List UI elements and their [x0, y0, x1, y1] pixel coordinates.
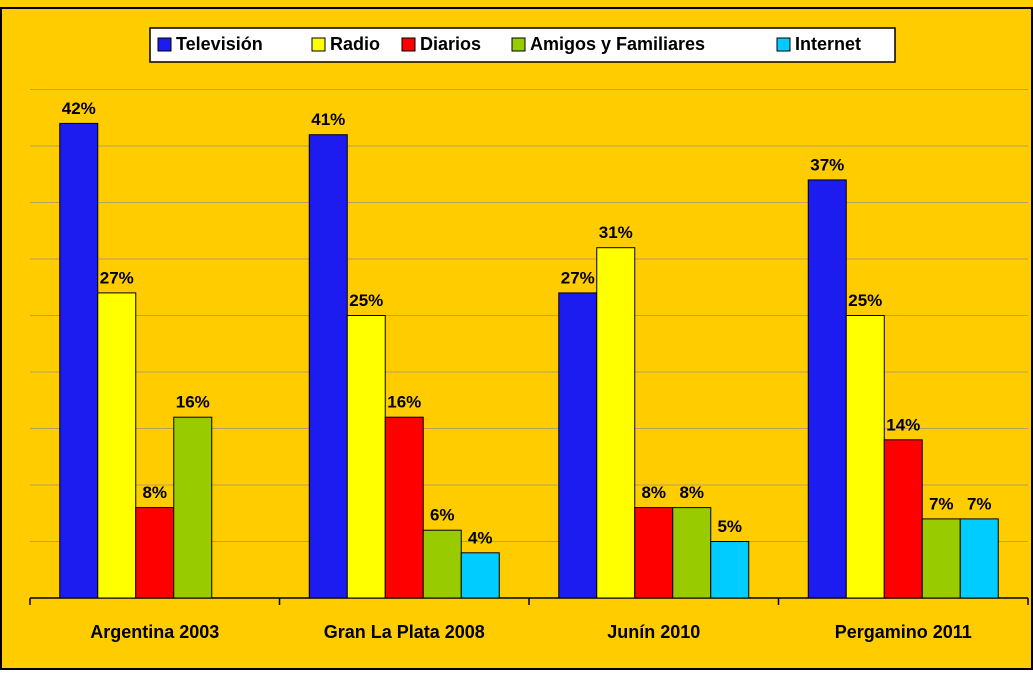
- legend-swatch: [311, 37, 326, 52]
- value-label: 37%: [810, 155, 844, 174]
- legend-swatch: [157, 37, 172, 52]
- bar: [460, 552, 500, 599]
- x-tick-label: Argentina 2003: [90, 622, 219, 642]
- bar: [883, 439, 923, 599]
- legend-label: Televisión: [176, 34, 263, 54]
- bar: [422, 529, 462, 599]
- bar: [921, 518, 961, 599]
- value-label: 16%: [387, 393, 421, 412]
- legend-label: Internet: [795, 34, 861, 54]
- bar: [97, 292, 137, 599]
- value-label: 6%: [430, 506, 455, 525]
- legend-swatch: [776, 37, 791, 52]
- bar: [672, 507, 712, 599]
- value-label: 8%: [142, 483, 167, 502]
- x-tick-label: Junín 2010: [607, 622, 700, 642]
- legend-swatch: [401, 37, 416, 52]
- value-label: 27%: [561, 268, 595, 287]
- x-tick-label: Pergamino 2011: [835, 622, 972, 642]
- value-label: 25%: [349, 291, 383, 310]
- bar: [634, 507, 674, 599]
- chart-border: [0, 7, 1033, 670]
- value-label: 42%: [62, 99, 96, 118]
- bar: [558, 292, 598, 599]
- value-label: 41%: [311, 110, 345, 129]
- bar: [135, 507, 175, 599]
- value-label: 16%: [176, 393, 210, 412]
- bar: [959, 518, 999, 599]
- value-label: 7%: [967, 494, 992, 513]
- legend-label: Amigos y Familiares: [530, 34, 705, 54]
- bar: [59, 122, 99, 599]
- bar: [845, 315, 885, 599]
- bar: [384, 416, 424, 599]
- bar: [596, 247, 636, 599]
- value-label: 8%: [679, 483, 704, 502]
- x-tick-label: Gran La Plata 2008: [324, 622, 485, 642]
- bar: [173, 416, 213, 599]
- value-label: 8%: [641, 483, 666, 502]
- value-label: 7%: [929, 494, 954, 513]
- bar: [308, 134, 348, 599]
- value-label: 5%: [717, 517, 742, 536]
- legend-swatch: [511, 37, 526, 52]
- bar: [807, 179, 847, 599]
- value-label: 27%: [100, 268, 134, 287]
- value-label: 14%: [886, 415, 920, 434]
- bar: [710, 541, 750, 599]
- value-label: 31%: [599, 223, 633, 242]
- bar: [346, 315, 386, 599]
- value-label: 4%: [468, 528, 493, 547]
- value-label: 25%: [848, 291, 882, 310]
- legend-label: Diarios: [420, 34, 481, 54]
- legend-label: Radio: [330, 34, 380, 54]
